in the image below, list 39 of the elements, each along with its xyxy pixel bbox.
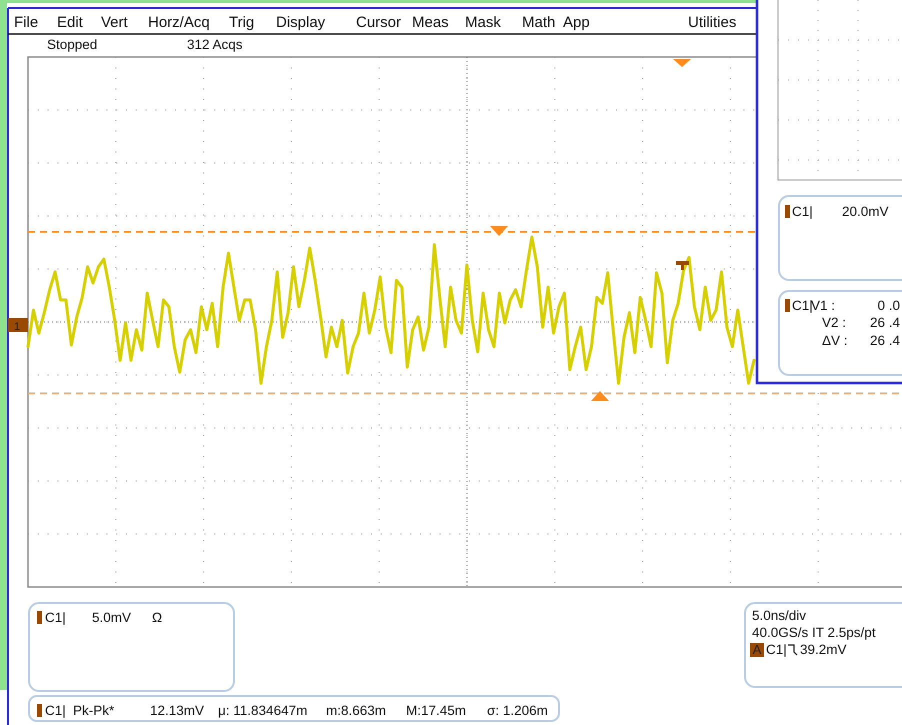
text: Trig (229, 14, 254, 31)
text: Meas (412, 14, 449, 31)
text: App (563, 14, 590, 31)
text: Mask (465, 14, 502, 31)
text: 26 .4 (870, 315, 900, 330)
text: Display (276, 14, 326, 31)
text: Edit (57, 14, 84, 31)
text: Vert (101, 14, 129, 31)
text: Horz/Acq (148, 14, 210, 31)
text: Stopped (47, 37, 98, 52)
text: 26 .4 (870, 333, 900, 348)
text: ΔV : (822, 333, 848, 348)
text: A (752, 642, 762, 657)
text: 20.0mV (842, 204, 889, 219)
text: μ: 11.834647m (218, 703, 308, 718)
text: C1| (45, 703, 66, 718)
text: C1| (45, 610, 66, 625)
text: 39.2mV (800, 642, 847, 657)
text: C1| (766, 642, 787, 657)
text: Cursor (356, 14, 402, 31)
text: 312 Acqs (187, 37, 243, 52)
text: 5.0mV (92, 610, 132, 625)
text: 0 .0 (877, 298, 900, 313)
text: Ω (152, 610, 162, 625)
text: 40.0GS/s IT 2.5ps/pt (752, 625, 876, 640)
text: σ: 1.206m (487, 703, 548, 718)
text: V2 : (822, 315, 846, 330)
text: 1 (14, 321, 20, 333)
text: 12.13mV (150, 703, 204, 718)
text: M:17.45m (406, 703, 466, 718)
text: V1 : (811, 298, 836, 313)
text: File (14, 14, 38, 31)
text: 5.0ns/div (752, 608, 806, 623)
text: C1| (792, 298, 813, 313)
text: C1| (792, 204, 813, 219)
text: Pk-Pk* (73, 703, 116, 718)
text: Math (522, 14, 556, 31)
text: m:8.663m (326, 703, 386, 718)
text: Utilities (688, 14, 736, 31)
